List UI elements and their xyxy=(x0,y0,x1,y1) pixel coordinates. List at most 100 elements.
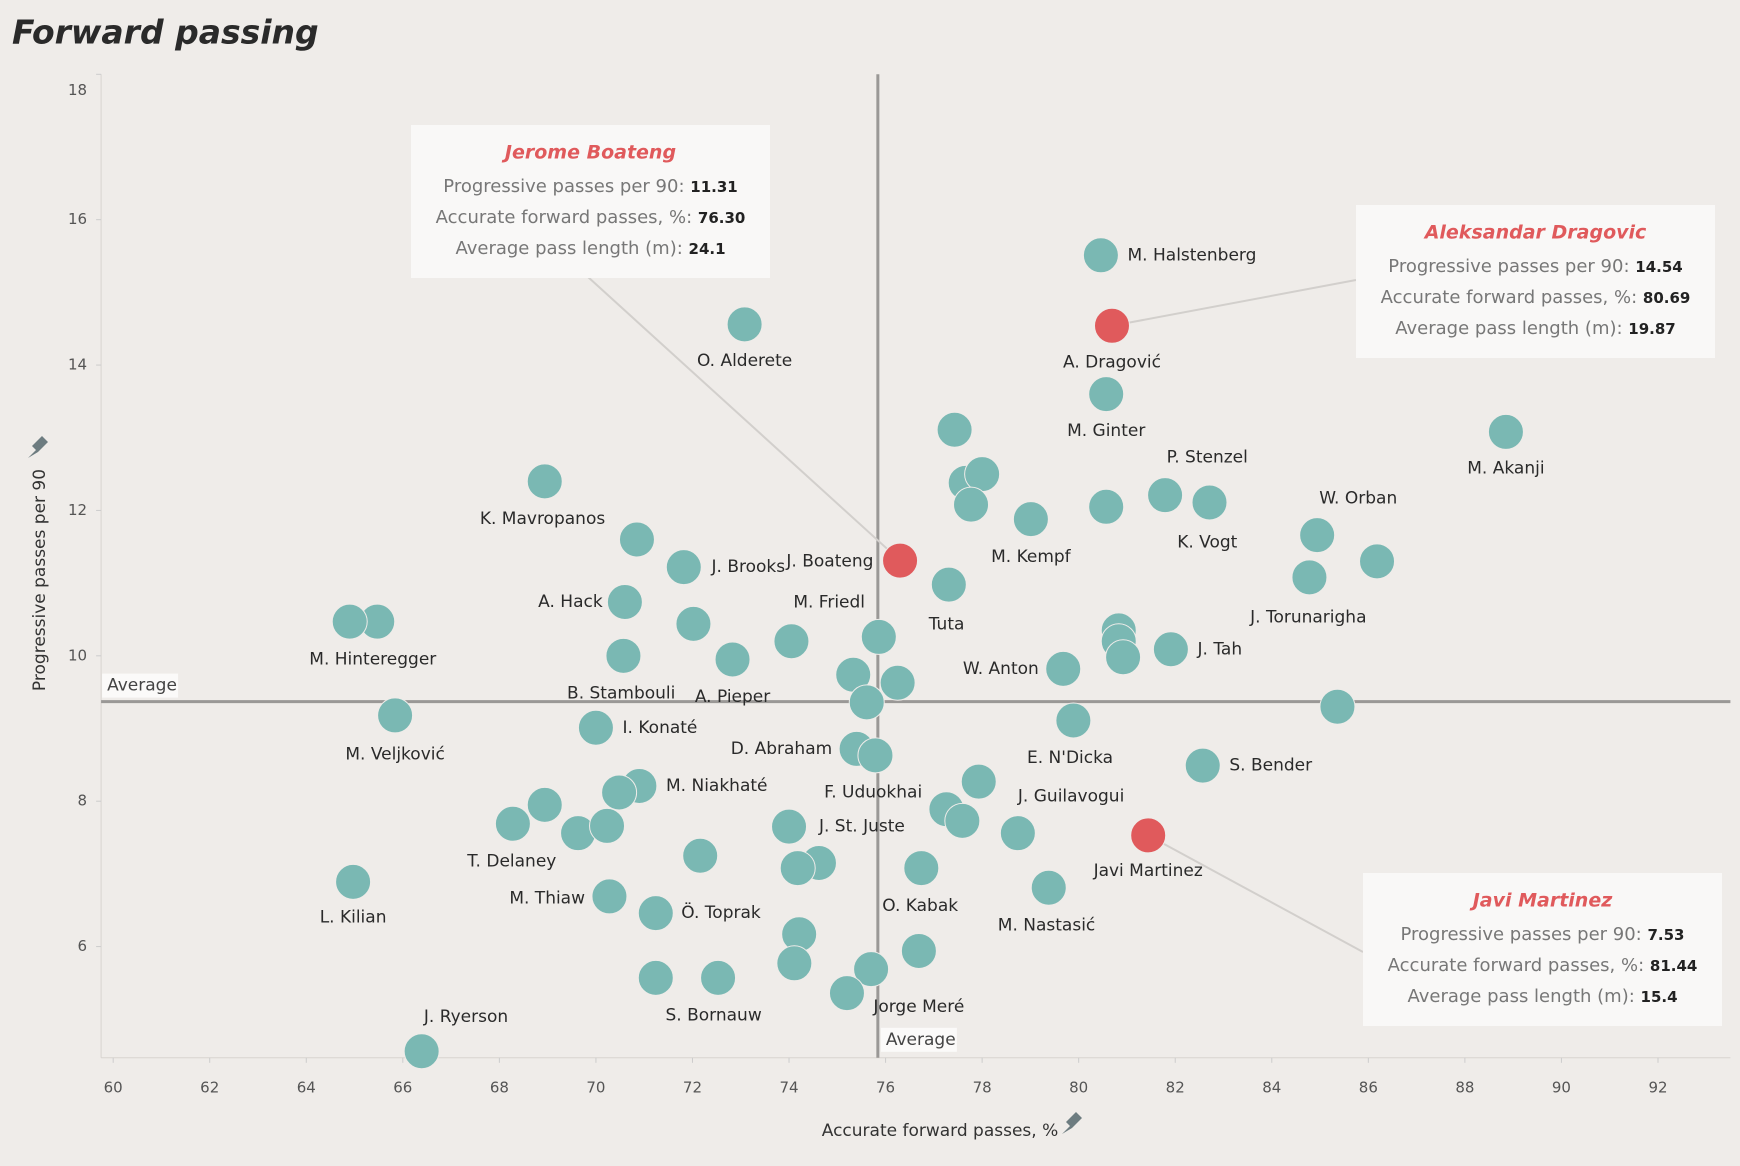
x-tick-label: 92 xyxy=(1648,1078,1667,1096)
annotation-line: Accurate forward passes, %: 80.69 xyxy=(1381,287,1691,308)
data-point xyxy=(589,807,626,844)
point-label: T. Delaney xyxy=(466,851,556,871)
annotation-line-value: 11.31 xyxy=(690,178,737,196)
data-point xyxy=(828,975,865,1012)
data-point xyxy=(853,951,890,988)
x-tick-label: 78 xyxy=(973,1078,992,1096)
data-point xyxy=(773,623,810,660)
point-label: S. Bender xyxy=(1229,756,1312,776)
data-point xyxy=(1045,650,1082,687)
point-label: J. Brooks xyxy=(711,557,786,577)
data-point xyxy=(618,521,655,558)
data-point xyxy=(526,786,563,823)
x-axis-title: Accurate forward passes, % xyxy=(822,1121,1059,1141)
data-point xyxy=(1030,869,1067,906)
x-tick-label: 86 xyxy=(1359,1078,1378,1096)
leader-line xyxy=(1111,279,1357,327)
data-point xyxy=(1487,413,1524,450)
annotation-line: Progressive passes per 90: 11.31 xyxy=(443,176,737,197)
data-point xyxy=(1088,376,1125,413)
annotation-line-label: Progressive passes per 90: xyxy=(1388,256,1629,277)
data-point xyxy=(637,959,674,996)
y-tick-label: 18 xyxy=(68,81,87,99)
y-tick-label: 6 xyxy=(78,937,88,955)
point-label: M. Kempf xyxy=(991,547,1072,567)
point-label: A. Dragović xyxy=(1063,352,1161,372)
x-tick-label: 64 xyxy=(297,1078,316,1096)
annotation-line: Average pass length (m): 15.4 xyxy=(1407,986,1677,1007)
point-label: K. Vogt xyxy=(1177,532,1237,552)
data-point xyxy=(714,641,751,678)
data-point xyxy=(1147,477,1184,514)
y-tick-label: 10 xyxy=(68,646,87,664)
data-point xyxy=(601,774,638,811)
x-tick-label: 88 xyxy=(1455,1078,1474,1096)
y-tick-label: 16 xyxy=(68,210,87,228)
y-tick-label: 14 xyxy=(68,356,87,374)
average-label-bg xyxy=(880,1027,957,1052)
x-tick-label: 82 xyxy=(1166,1078,1185,1096)
point-label: Javi Martinez xyxy=(1093,861,1203,881)
annotation-box xyxy=(411,125,770,278)
x-tick-label: 68 xyxy=(490,1078,509,1096)
point-label: J. Tah xyxy=(1197,639,1243,659)
x-tick-label: 90 xyxy=(1552,1078,1571,1096)
data-point xyxy=(606,584,643,621)
data-point xyxy=(1055,702,1092,739)
point-label: M. Friedl xyxy=(793,592,865,612)
x-tick-label: 62 xyxy=(200,1078,219,1096)
data-point xyxy=(879,664,916,701)
average-label: Average xyxy=(886,1030,956,1050)
data-point xyxy=(377,697,414,734)
annotation-line-label: Average pass length (m): xyxy=(455,238,682,259)
point-label: J. Ryerson xyxy=(423,1007,508,1027)
point-label: M. Ginter xyxy=(1067,421,1145,441)
annotation-title: Javi Martinez xyxy=(1469,890,1614,912)
data-point xyxy=(1184,747,1221,784)
data-point xyxy=(700,959,737,996)
data-point xyxy=(1291,559,1328,596)
annotation-line-value: 24.1 xyxy=(689,240,726,258)
data-point xyxy=(771,808,808,845)
data-point xyxy=(944,802,981,839)
data-point xyxy=(1012,501,1049,538)
data-point xyxy=(930,566,967,603)
y-tick-label: 8 xyxy=(78,792,88,810)
data-point xyxy=(1359,543,1396,580)
point-label: J. St. Juste xyxy=(818,817,905,837)
data-point xyxy=(882,542,919,579)
y-axis-title: Progressive passes per 90 xyxy=(30,469,50,691)
annotation-title: Jerome Boateng xyxy=(501,142,676,164)
annotation-line-value: 7.53 xyxy=(1647,926,1684,944)
leader-line xyxy=(587,276,901,562)
data-point xyxy=(1299,517,1336,554)
data-point xyxy=(605,637,642,674)
average-label-bg xyxy=(102,673,179,698)
data-point xyxy=(726,306,763,343)
annotation-box xyxy=(1363,873,1722,1026)
data-point xyxy=(675,605,712,642)
x-tick-label: 70 xyxy=(586,1078,605,1096)
data-point xyxy=(403,1033,440,1070)
point-label: Jorge Meré xyxy=(872,997,964,1017)
annotation-line: Accurate forward passes, %: 81.44 xyxy=(1388,955,1698,976)
annotation-line: Progressive passes per 90: 14.54 xyxy=(1388,256,1682,277)
data-point xyxy=(848,684,885,721)
plot-area xyxy=(587,276,1364,953)
point-label: A. Pieper xyxy=(695,687,770,707)
point-label: S. Bornauw xyxy=(666,1006,762,1026)
x-tick-label: 84 xyxy=(1262,1078,1281,1096)
point-label: W. Orban xyxy=(1319,489,1397,509)
annotation-line: Progressive passes per 90: 7.53 xyxy=(1401,924,1685,945)
data-point xyxy=(953,486,990,523)
x-tick-label: 80 xyxy=(1069,1078,1088,1096)
point-label: B. Stambouli xyxy=(567,684,675,704)
point-label: O. Alderete xyxy=(697,351,792,371)
annotation-line: Average pass length (m): 24.1 xyxy=(455,238,725,259)
data-point xyxy=(903,850,940,887)
point-label: M. Thiaw xyxy=(509,889,585,909)
annotation-box xyxy=(1356,205,1715,358)
data-point xyxy=(591,878,628,915)
data-point xyxy=(637,895,674,932)
